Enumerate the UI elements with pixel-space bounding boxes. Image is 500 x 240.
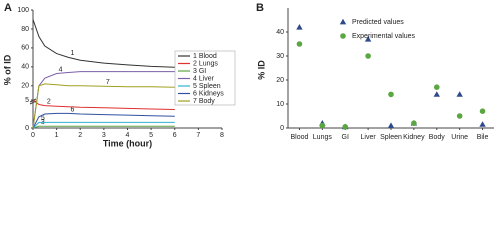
- marker: [387, 122, 395, 128]
- y-tick-label: 10: [276, 101, 284, 108]
- legend-label: Experimental values: [352, 33, 416, 40]
- x-tick-label: 6: [173, 132, 177, 139]
- x-tick-label: 0: [31, 132, 35, 139]
- y-tick-label: 100: [17, 7, 29, 14]
- x-tick-label: Spleen: [380, 134, 402, 141]
- marker: [456, 91, 463, 97]
- y-tick-label: 30: [276, 53, 284, 60]
- curve-label: 1: [70, 50, 74, 57]
- marker: [433, 91, 440, 97]
- series-line: [32, 71, 175, 129]
- y-tick-label: 40: [21, 64, 29, 71]
- marker: [388, 91, 394, 98]
- marker: [365, 53, 371, 59]
- legend-label: Predicted values: [352, 19, 404, 26]
- marker: [319, 122, 326, 129]
- legend-label: 1 Blood: [193, 53, 217, 60]
- marker: [456, 113, 463, 119]
- x-tick-label: Kidney: [403, 134, 425, 141]
- y-axis-label: % of ID: [2, 54, 12, 85]
- x-tick-label: Urine: [451, 134, 468, 141]
- y-tick-label: 80: [21, 26, 29, 33]
- x-tick-label: 2: [78, 132, 82, 139]
- y-tick-label: 5: [25, 97, 29, 104]
- y-tick-label: 40: [276, 29, 284, 36]
- legend-label: 3 GI: [193, 68, 206, 75]
- x-tick-label: 3: [102, 132, 106, 139]
- y-tick-label: 20: [276, 77, 284, 84]
- marker: [479, 108, 486, 114]
- marker: [433, 84, 440, 90]
- series-line: [32, 112, 175, 129]
- x-tick-label: 1: [55, 132, 59, 139]
- series-line: [32, 19, 175, 68]
- x-axis-label: Time (hour): [103, 138, 152, 148]
- legend-marker: [340, 33, 346, 39]
- x-tick-label: Liver: [361, 134, 377, 141]
- marker: [479, 121, 486, 127]
- x-tick-label: GI: [342, 134, 349, 141]
- series-line: [32, 99, 175, 110]
- panel-label: A: [4, 2, 12, 14]
- x-tick-label: 5: [149, 132, 153, 139]
- series-line: [32, 121, 175, 129]
- x-tick-label: 7: [196, 132, 200, 139]
- x-tick-label: Blood: [290, 134, 308, 141]
- y-tick-label: 0: [280, 125, 284, 132]
- legend-label: 6 Kidneys: [193, 90, 224, 97]
- y-tick-label: 60: [21, 45, 29, 52]
- y-tick-label: 0: [25, 125, 29, 132]
- x-tick-label: 4: [126, 132, 130, 139]
- panel-label: B: [256, 2, 264, 14]
- curve-label: 5: [41, 115, 45, 122]
- curve-label: 4: [59, 66, 63, 73]
- x-tick-label: 8: [220, 132, 224, 139]
- marker: [342, 124, 349, 130]
- legend-label: 4 Liver: [193, 75, 215, 82]
- x-tick-label: Lungs: [313, 134, 333, 141]
- marker: [296, 41, 303, 47]
- y-axis-label: % ID: [256, 60, 266, 80]
- series-line: [32, 83, 175, 129]
- legend-label: 2 Lungs: [193, 60, 218, 67]
- legend-box: [174, 50, 236, 106]
- series-line: [32, 125, 175, 129]
- legend-marker: [339, 18, 347, 25]
- x-tick-label: Bile: [477, 134, 489, 141]
- y-tick-label: 20: [21, 83, 29, 90]
- marker: [364, 36, 372, 42]
- marker: [296, 24, 303, 30]
- legend-label: 5 Spleen: [193, 83, 221, 90]
- curve-label: 6: [70, 106, 74, 113]
- x-tick-label: Body: [429, 134, 445, 141]
- marker: [411, 120, 417, 126]
- legend-label: 7 Body: [193, 98, 215, 105]
- curve-label: 7: [106, 79, 110, 86]
- curve-label: 2: [47, 98, 51, 105]
